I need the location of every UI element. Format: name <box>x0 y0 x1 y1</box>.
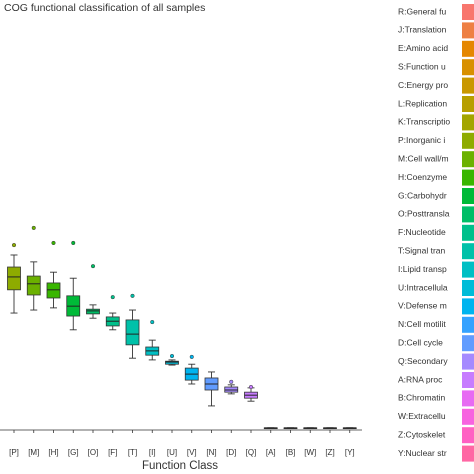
x-axis-label: Function Class <box>142 460 218 472</box>
legend-label: A:RNA proc <box>398 374 443 384</box>
x-tick-label: [B] <box>286 448 296 457</box>
legend: R:General fu J:Translation E:Amino acid S:F… <box>398 6 450 458</box>
legend-key <box>462 59 474 76</box>
legend-key <box>462 390 474 407</box>
outlier <box>110 295 115 300</box>
legend-label: R:General fu <box>398 6 446 16</box>
box <box>46 282 61 299</box>
legend-label: I:Lipid transp <box>398 264 447 274</box>
legend-label: M:Cell wall/m <box>398 153 449 163</box>
legend-label: J:Translation <box>398 25 447 35</box>
x-tick-label: [U] <box>167 448 177 457</box>
legend-key <box>462 22 474 39</box>
legend-key <box>462 427 474 444</box>
legend-label: W:Extracellu <box>398 411 446 421</box>
x-tick-label: [Z] <box>325 448 334 457</box>
x-tick-label: [O] <box>88 448 99 457</box>
outlier <box>229 379 234 384</box>
x-tick-label: [V] <box>187 448 197 457</box>
legend-label: T:Signal tran <box>398 245 446 255</box>
legend-key <box>462 316 474 333</box>
box <box>7 266 21 291</box>
legend-label: D:Cell cycle <box>398 337 443 347</box>
legend-key <box>462 280 474 296</box>
legend-label: O:Posttransla <box>398 209 450 219</box>
legend-key <box>462 408 474 425</box>
box <box>26 275 41 296</box>
legend-label: E:Amino acid <box>398 43 448 53</box>
legend-key <box>462 151 474 168</box>
legend-label: Q:Secondary <box>398 356 448 366</box>
legend-label: Y:Nuclear str <box>398 448 447 458</box>
legend-label: N:Cell motilit <box>398 319 446 329</box>
legend-key <box>462 335 474 352</box>
outlier <box>11 243 17 248</box>
legend-key <box>462 114 474 131</box>
legend-label: L:Replication <box>398 98 447 108</box>
legend-key <box>462 132 474 149</box>
x-tick-label: [W] <box>304 448 316 457</box>
legend-key <box>462 298 474 315</box>
legend-label: S:Function u <box>398 61 446 71</box>
outlier <box>150 320 155 325</box>
legend-key <box>462 4 474 20</box>
legend-label: F:Nucleotide <box>398 227 446 237</box>
outlier <box>71 240 76 245</box>
x-tick-label: [Q] <box>246 448 257 457</box>
legend-label: B:Chromatin <box>398 393 446 403</box>
legend-key <box>462 169 474 186</box>
x-tick-label: [D] <box>226 448 236 457</box>
outlier <box>248 384 254 390</box>
legend-label: K:Transcriptio <box>398 117 450 127</box>
chart-title: COG functional classification of all sam… <box>4 2 205 14</box>
outlier <box>51 240 56 245</box>
legend-key <box>462 206 474 223</box>
x-tick-label: [F] <box>108 448 117 457</box>
legend-label: C:Energy pro <box>398 80 448 90</box>
box <box>165 360 179 365</box>
legend-label: G:Carbohydr <box>398 190 447 200</box>
legend-key <box>462 445 474 462</box>
legend-key <box>462 40 474 57</box>
legend-label: U:Intracellula <box>398 282 448 292</box>
legend-key <box>462 96 474 112</box>
box <box>125 319 140 346</box>
legend-label: P:Inorganic i <box>398 135 445 145</box>
legend-key <box>462 224 474 241</box>
legend-key <box>462 243 474 260</box>
legend-label: Z:Cytoskelet <box>398 429 446 439</box>
outlier <box>130 293 135 298</box>
x-tick-label: [M] <box>28 448 39 457</box>
legend-label: V:Defense m <box>398 301 447 311</box>
x-tick-label: [I] <box>149 448 156 457</box>
outlier <box>169 353 175 359</box>
legend-key <box>462 372 474 388</box>
x-tick-label: [G] <box>68 448 79 457</box>
legend-key <box>462 353 474 370</box>
legend-key <box>462 261 474 278</box>
x-tick-label: [N] <box>206 448 216 457</box>
box <box>86 308 100 315</box>
x-tick-label: [H] <box>48 448 58 457</box>
x-tick-label: [T] <box>128 448 137 457</box>
outlier <box>31 225 36 230</box>
outlier <box>90 264 96 269</box>
legend-key <box>462 188 474 204</box>
legend-label: H:Coenzyme <box>398 172 447 182</box>
outlier <box>189 354 194 359</box>
legend-key <box>462 77 474 94</box>
x-tick-label: [Y] <box>345 448 355 457</box>
x-tick-label: [P] <box>9 448 19 457</box>
x-tick-label: [A] <box>266 448 276 457</box>
